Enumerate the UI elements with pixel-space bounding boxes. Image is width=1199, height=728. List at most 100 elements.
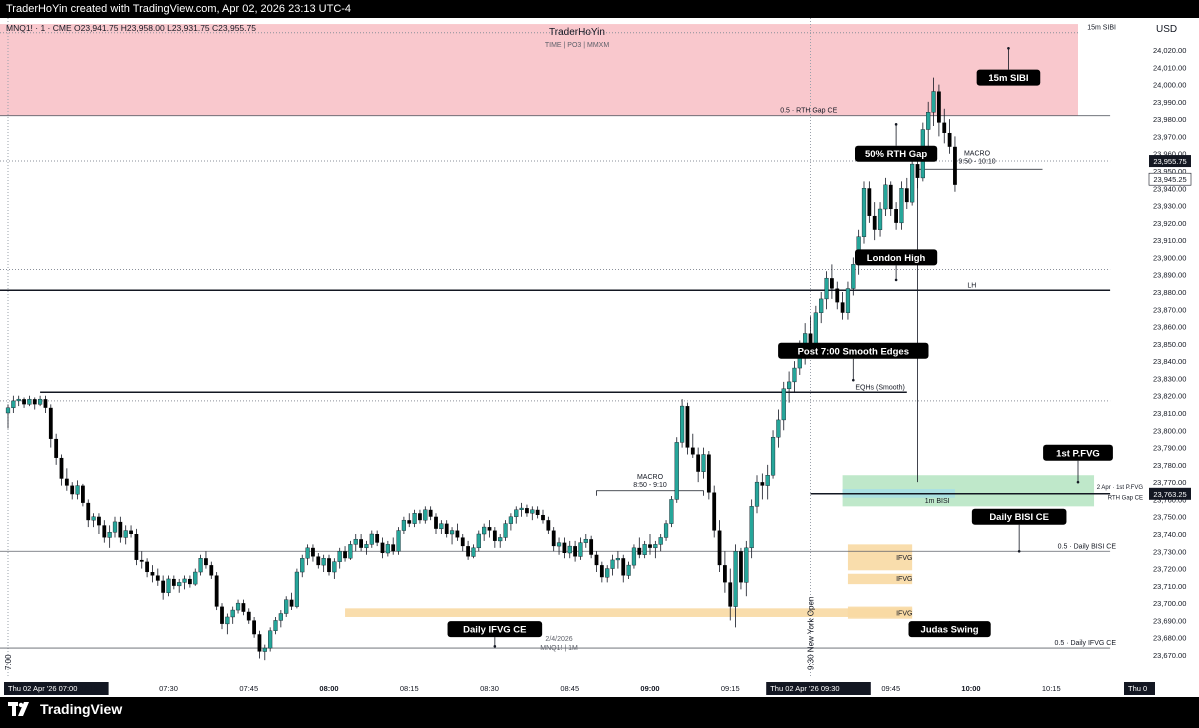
candle[interactable] [685,402,690,455]
annotation[interactable]: 1st P.FVG [1043,444,1113,484]
candle[interactable] [455,523,460,541]
candle[interactable] [418,509,422,524]
candle[interactable] [845,281,851,320]
candle[interactable] [230,606,235,624]
candle[interactable] [305,544,310,566]
candle[interactable] [872,202,877,241]
candle[interactable] [460,534,465,552]
candle[interactable] [423,506,428,524]
candle[interactable] [851,257,856,296]
candle[interactable] [744,540,749,597]
candle[interactable] [947,119,952,154]
candle[interactable] [434,513,438,534]
candle[interactable] [669,495,674,528]
candle[interactable] [541,509,545,524]
candle[interactable] [589,535,594,559]
candle[interactable] [471,544,476,559]
candle[interactable] [22,397,26,408]
candle[interactable] [145,558,149,578]
candle[interactable] [776,409,781,448]
candle[interactable] [86,499,91,528]
candle[interactable] [32,397,37,410]
candle[interactable] [696,447,701,483]
candle[interactable] [369,530,374,548]
candle[interactable] [728,568,733,621]
candle[interactable] [894,202,898,230]
candle[interactable] [637,537,642,559]
candle[interactable] [910,157,915,206]
candle[interactable] [653,540,658,559]
candle[interactable] [749,499,754,559]
candle[interactable] [278,610,283,628]
candle[interactable] [64,468,69,491]
candle[interactable] [54,433,59,465]
candle[interactable] [701,447,706,479]
candle[interactable] [835,281,840,310]
annotation[interactable]: 15m SIBI [976,46,1041,86]
tradingview-logo[interactable]: TradingView [8,701,122,717]
candle[interactable] [198,554,203,576]
candle[interactable] [134,528,139,566]
candle[interactable] [150,565,155,583]
candle[interactable] [567,540,572,559]
candle[interactable] [573,540,577,562]
candle[interactable] [787,371,792,403]
candle[interactable] [508,513,513,531]
candle[interactable] [926,101,931,147]
candle[interactable] [209,561,214,579]
candle[interactable] [535,506,540,519]
candle[interactable] [91,513,96,528]
annotation[interactable]: 50% RTH Gap [855,123,938,162]
candle[interactable] [830,264,834,299]
candle[interactable] [594,551,599,573]
candle[interactable] [439,520,444,534]
candle[interactable] [583,534,588,548]
candle[interactable] [262,644,267,661]
candle[interactable] [551,527,556,552]
candle[interactable] [123,525,128,545]
candle[interactable] [401,516,406,534]
candle[interactable] [503,520,508,541]
candle[interactable] [235,599,241,614]
annotation[interactable]: Post 7:00 Smooth Edges [778,342,929,382]
candle[interactable] [556,537,562,555]
candle[interactable] [904,177,909,210]
candle[interactable] [268,627,273,652]
candle[interactable] [888,181,893,216]
candle[interactable] [877,202,883,237]
candle[interactable] [937,84,941,137]
candle[interactable] [257,630,262,659]
candle[interactable] [680,399,685,448]
candle[interactable] [706,451,711,500]
candle[interactable] [204,551,208,569]
candle[interactable] [883,177,888,216]
price-chart[interactable]: 15m SIBI 0.5 · RTH Gap CE LH EQHs (Smooth) 1… [0,18,1199,697]
candle[interactable] [252,616,256,638]
candle[interactable] [861,181,867,244]
candle[interactable] [155,568,160,586]
candle[interactable] [311,544,315,562]
candle[interactable] [819,292,824,324]
candle[interactable] [348,540,353,560]
candle[interactable] [353,534,358,552]
candle[interactable] [5,404,11,429]
candle[interactable] [75,480,80,500]
candle[interactable] [428,506,433,521]
candle[interactable] [530,506,535,521]
annotation[interactable]: Daily BISI CE [971,508,1067,553]
candle[interactable] [182,575,187,590]
candle[interactable] [220,603,224,630]
candle[interactable] [214,572,219,611]
candle[interactable] [621,554,626,583]
candle[interactable] [723,551,727,593]
annotation[interactable]: Daily IFVG CE [447,621,543,648]
candle[interactable] [385,540,390,557]
candle[interactable] [337,547,342,569]
candle[interactable] [407,513,412,528]
candle[interactable] [599,561,604,583]
candle[interactable] [658,534,663,552]
candle[interactable] [412,509,417,528]
candle[interactable] [931,77,936,127]
candle[interactable] [444,520,449,538]
candle[interactable] [487,520,492,538]
